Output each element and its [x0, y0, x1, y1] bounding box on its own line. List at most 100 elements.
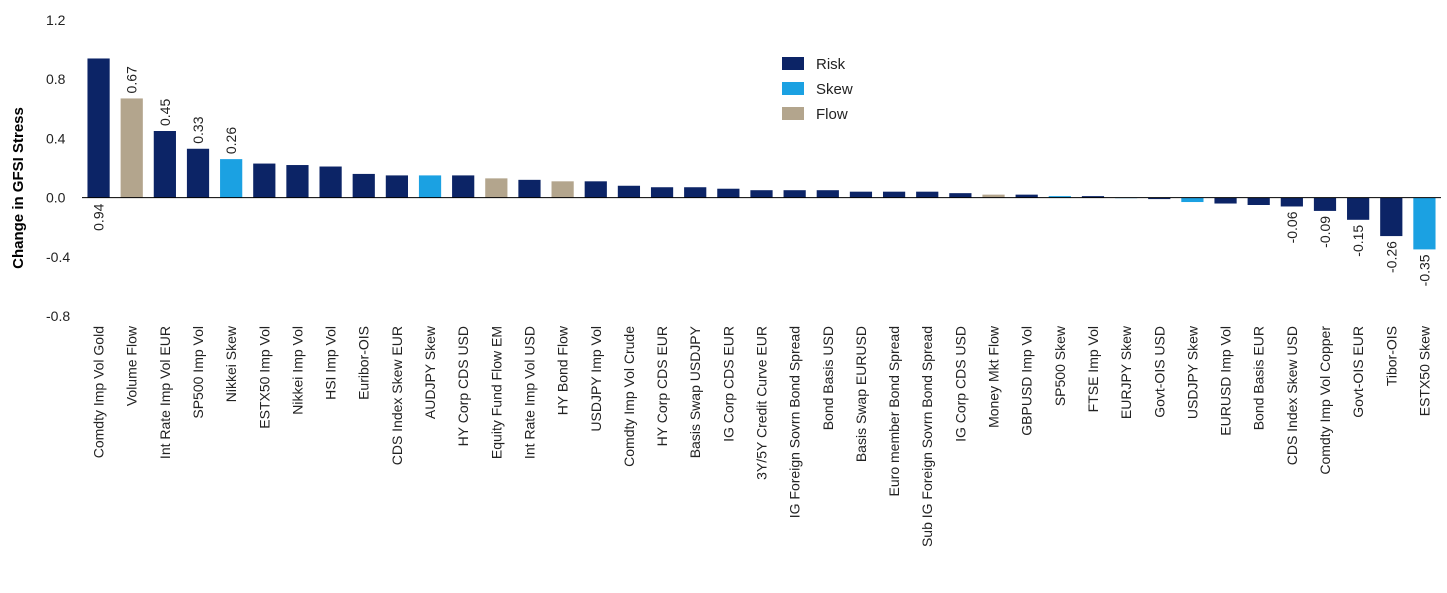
data-label: -0.15: [1350, 225, 1366, 257]
bar: [452, 175, 475, 198]
category-label: SP500 Skew: [1052, 325, 1068, 406]
legend-swatch-flow: [782, 107, 804, 120]
y-axis-title: Change in GFSI Stress: [10, 107, 27, 269]
category-label: Nikkei Skew: [223, 325, 239, 402]
bar: [1413, 197, 1436, 250]
category-label: AUDJPY Skew: [422, 325, 438, 419]
category-label: FTSE Imp Vol: [1085, 326, 1101, 412]
category-label: Bond Basis EUR: [1251, 326, 1267, 430]
category-label: EURUSD Imp Vol: [1218, 326, 1234, 436]
bar: [220, 159, 243, 198]
category-label: EURJPY Skew: [1118, 325, 1134, 419]
category-label: CDS Index Skew USD: [1284, 326, 1300, 465]
data-label: 0.26: [223, 127, 239, 154]
data-label: -0.06: [1284, 211, 1300, 243]
bar: [717, 188, 740, 198]
y-tick-label: -0.8: [46, 308, 70, 324]
bar: [352, 173, 375, 198]
category-label: ESTX50 Skew: [1416, 325, 1432, 416]
bar: [684, 187, 707, 198]
bar: [551, 181, 574, 198]
category-label: Basis Swap USDJPY: [687, 325, 703, 458]
bar: [87, 58, 110, 198]
y-axis-ticks: -0.8 -0.4 0.0 0.4 0.8 1.2: [46, 12, 70, 324]
category-label: HY Corp CDS EUR: [654, 326, 670, 446]
category-label: USDJPY Skew: [1184, 325, 1200, 419]
data-label: 0.67: [124, 66, 140, 93]
legend-label-flow: Flow: [816, 106, 848, 123]
bar: [1313, 197, 1337, 211]
category-label: USDJPY Imp Vol: [588, 326, 604, 432]
category-label: SP500 Imp Vol: [190, 326, 206, 419]
bar: [1081, 196, 1105, 198]
category-label: Int Rate Imp Vol EUR: [157, 326, 173, 459]
legend-swatch-risk: [782, 57, 804, 70]
bar: [783, 190, 806, 198]
category-label: Govt-OIS USD: [1151, 326, 1167, 418]
bar: [949, 193, 972, 198]
category-label: Equity Fund Flow EM: [488, 326, 504, 459]
bar: [584, 181, 607, 198]
y-tick-label: 1.2: [46, 12, 66, 28]
bar: [153, 131, 176, 198]
bar: [882, 191, 906, 198]
legend: Risk Skew Flow: [782, 56, 853, 123]
category-label: IG Corp CDS USD: [952, 326, 968, 442]
category-label: Govt-OIS EUR: [1350, 326, 1366, 418]
bar: [485, 178, 508, 198]
bar: [253, 163, 276, 198]
data-labels: 0.94 0.67 0.45 0.33 0.26 -0.06 -0.09 -0.15 -0.26…: [91, 66, 1433, 286]
bar: [650, 187, 674, 198]
category-label: Comdty Imp Vol Crude: [621, 326, 637, 467]
bar: [1247, 197, 1270, 205]
bar: [186, 148, 210, 198]
category-label: Comdty Imp Vol Copper: [1317, 326, 1333, 475]
category-label: Nikkei Imp Vol: [289, 326, 305, 415]
bar: [319, 166, 342, 198]
data-label: 0.94: [91, 203, 107, 230]
bar: [1280, 197, 1303, 207]
data-label: -0.26: [1383, 241, 1399, 273]
category-label: Int Rate Imp Vol USD: [521, 326, 537, 459]
category-label: IG Foreign Sovrn Bond Spread: [787, 326, 803, 518]
category-label: Volume Flow: [124, 325, 140, 406]
category-label: Euro member Bond Spread: [886, 326, 902, 496]
category-label: Basis Swap EURUSD: [853, 326, 869, 462]
bar: [120, 98, 143, 198]
bar: [518, 179, 541, 198]
category-label: Bond Basis USD: [820, 326, 836, 430]
bar: [982, 194, 1005, 198]
y-tick-label: -0.4: [46, 249, 70, 265]
data-label: -0.09: [1317, 216, 1333, 248]
bar: [385, 175, 408, 198]
bar: [1380, 197, 1403, 237]
category-label: HSI Imp Vol: [323, 326, 339, 400]
bar: [1048, 196, 1071, 198]
y-tick-label: 0.8: [46, 71, 66, 87]
y-tick-label: 0.0: [46, 190, 66, 206]
bar: [1181, 197, 1204, 203]
category-label: GBPUSD Imp Vol: [1019, 326, 1035, 436]
category-label: Money Mkt Flow: [986, 325, 1002, 428]
bar: [849, 191, 873, 198]
bar: [1347, 197, 1370, 220]
data-label: -0.35: [1416, 254, 1432, 286]
category-label: Comdty Imp Vol Gold: [91, 326, 107, 458]
category-labels: Comdty Imp Vol Gold Volume Flow Int Rate I…: [91, 325, 1433, 547]
bar: [1015, 194, 1038, 198]
bar: [1148, 197, 1171, 200]
bar: [617, 185, 641, 198]
bar: [916, 191, 939, 198]
y-tick-label: 0.4: [46, 130, 66, 146]
category-label: CDS Index Skew EUR: [389, 326, 405, 465]
data-label: 0.33: [190, 116, 206, 143]
category-label: HY Bond Flow: [555, 325, 571, 415]
bar: [1214, 197, 1237, 204]
legend-swatch-skew: [782, 82, 804, 95]
bar: [750, 190, 773, 198]
category-label: HY Corp CDS USD: [455, 326, 471, 446]
category-label: Sub IG Foreign Sovrn Bond Spread: [919, 326, 935, 547]
bars: [87, 58, 1436, 250]
category-label: Tibor-OIS: [1383, 326, 1399, 386]
